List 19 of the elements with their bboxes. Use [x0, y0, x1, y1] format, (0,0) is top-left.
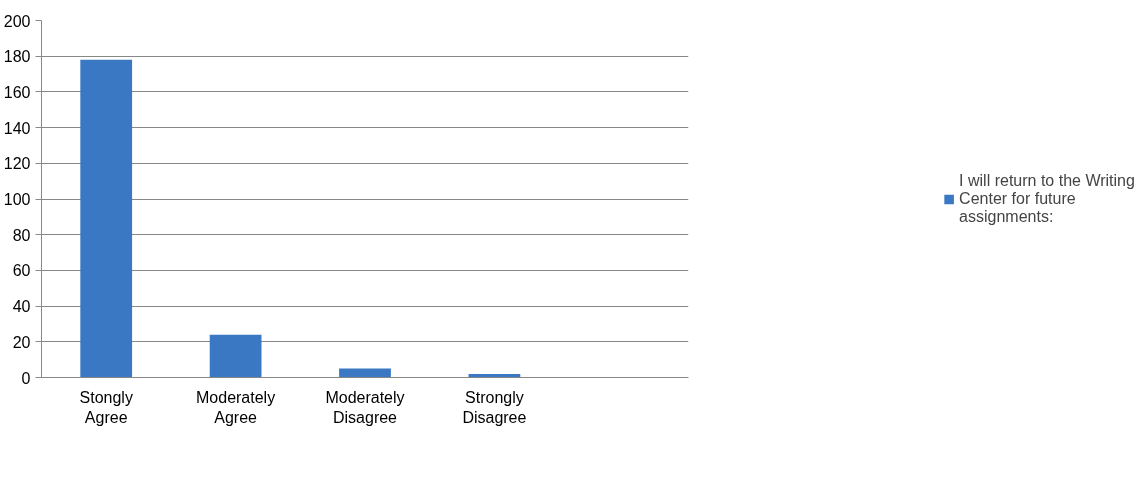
x-tick-label: Moderately Agree: [196, 388, 276, 426]
legend-label: I will return to the Writing Center for future assignments:: [959, 171, 1135, 226]
y-tick-label: 180: [3, 48, 31, 66]
y-tick-label: 120: [3, 155, 31, 173]
y-tick-label: 160: [3, 83, 31, 101]
y-tick-label: 200: [3, 12, 31, 30]
x-tick-label: Strongly Disagree: [462, 388, 527, 426]
y-tick-label: 20: [12, 333, 31, 351]
x-tick-label: Moderately Disagree: [325, 388, 405, 426]
y-tick-label: 60: [12, 262, 31, 280]
y-tick-label: 100: [3, 191, 31, 208]
bar: [80, 59, 133, 378]
y-tick-label: 80: [12, 226, 31, 244]
bar: [209, 334, 262, 378]
bar: [339, 368, 391, 378]
y-tick-label: 40: [12, 298, 31, 316]
x-tick-label: Stongly Agree: [79, 388, 133, 426]
y-tick-label: 0: [21, 369, 31, 387]
y-tick-label: 140: [3, 119, 31, 137]
